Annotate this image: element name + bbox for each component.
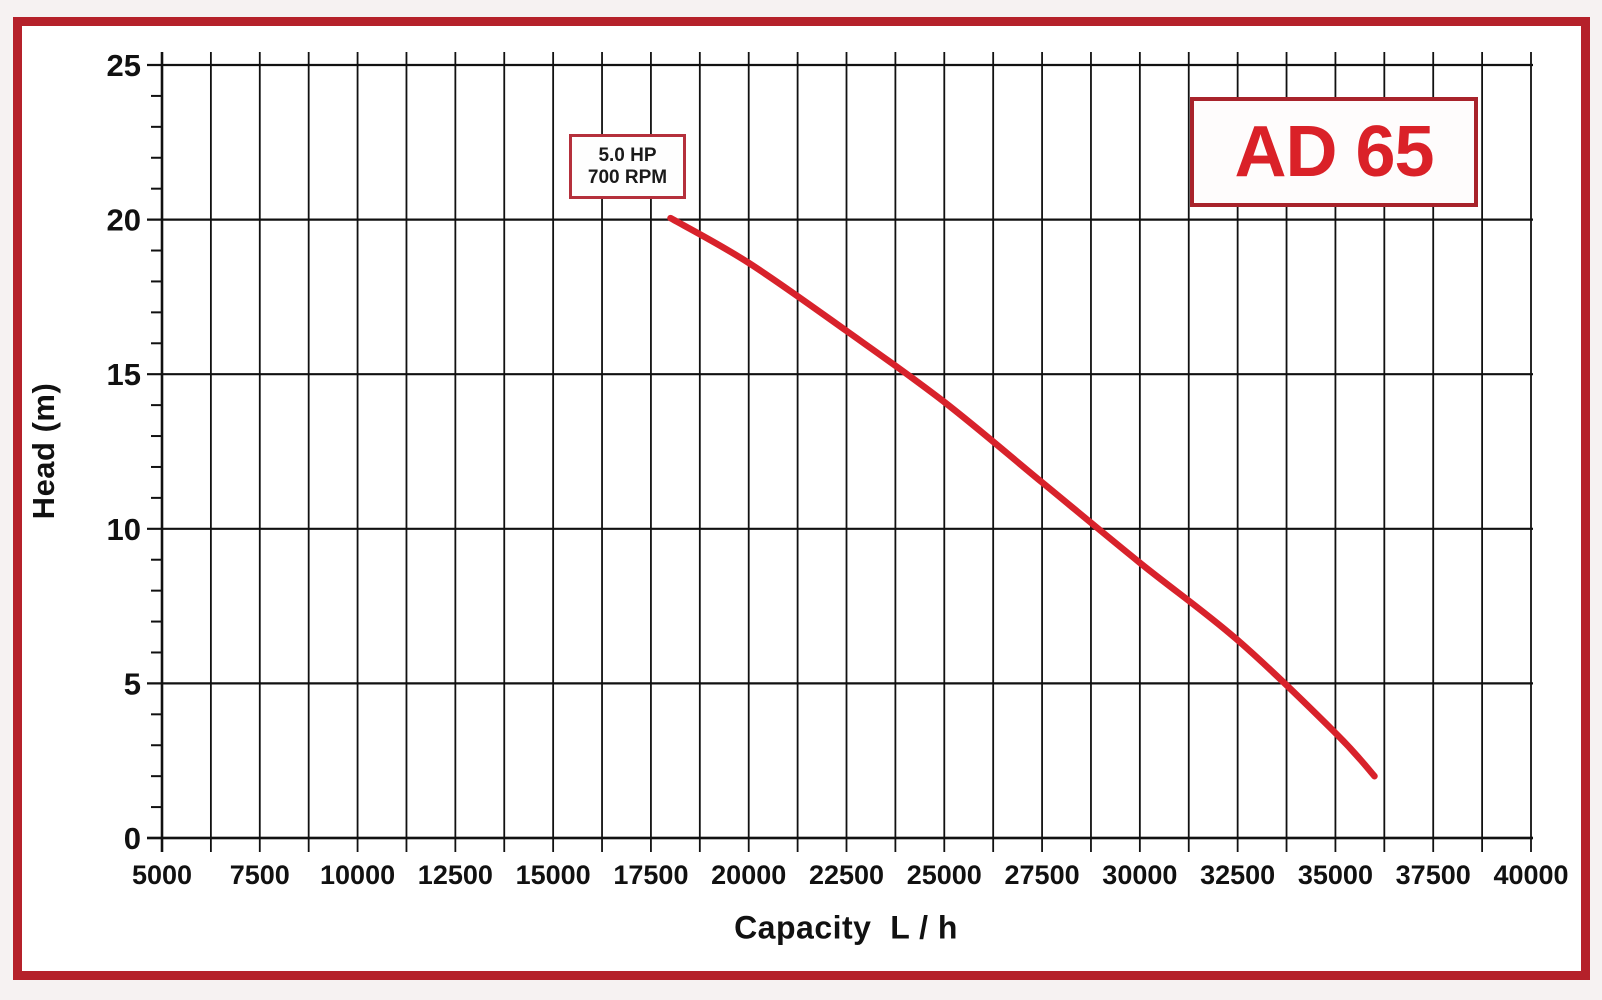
- x-tick-label: 37500: [1396, 860, 1471, 890]
- y-tick-labels: 0 5 10 15 20 25: [107, 48, 141, 856]
- y-tick-label: 10: [107, 512, 141, 547]
- pump-curve: [667, 214, 1378, 780]
- y-axis-title: Head (m): [26, 382, 61, 520]
- y-tick-label: 20: [107, 203, 141, 238]
- x-tick-label: 22500: [809, 860, 884, 890]
- x-tick-label: 17500: [613, 860, 688, 890]
- x-tick-label: 12500: [418, 860, 493, 890]
- x-tick-labels: 5000 7500 10000 12500 15000 17500 20000 22500 25…: [132, 860, 1569, 890]
- x-tick-label: 20000: [711, 860, 786, 890]
- y-tick-label: 15: [107, 357, 141, 392]
- motor-rpm-label: 700 RPM: [587, 166, 668, 188]
- motor-power-label: 5.0 HP: [598, 144, 657, 166]
- x-tick-label: 7500: [230, 860, 290, 890]
- x-tick-label: 30000: [1102, 860, 1177, 890]
- x-tick-label: 25000: [907, 860, 982, 890]
- x-axis-title: Capacity L / h: [734, 909, 958, 946]
- y-tick-label: 5: [124, 666, 141, 701]
- x-tick-label: 40000: [1493, 860, 1568, 890]
- y-minor-ticks: [151, 94, 162, 809]
- x-tick-label: 15000: [516, 860, 591, 890]
- motor-spec-callout: 5.0 HP 700 RPM: [569, 134, 686, 199]
- x-tick-label: 35000: [1298, 860, 1373, 890]
- x-tick-label: 27500: [1005, 860, 1080, 890]
- model-badge: AD 65: [1190, 97, 1478, 207]
- y-tick-label: 25: [107, 48, 141, 83]
- x-tick-label: 32500: [1200, 860, 1275, 890]
- y-tick-label: 0: [124, 821, 141, 856]
- x-tick-label: 10000: [320, 860, 395, 890]
- x-tick-label: 5000: [132, 860, 192, 890]
